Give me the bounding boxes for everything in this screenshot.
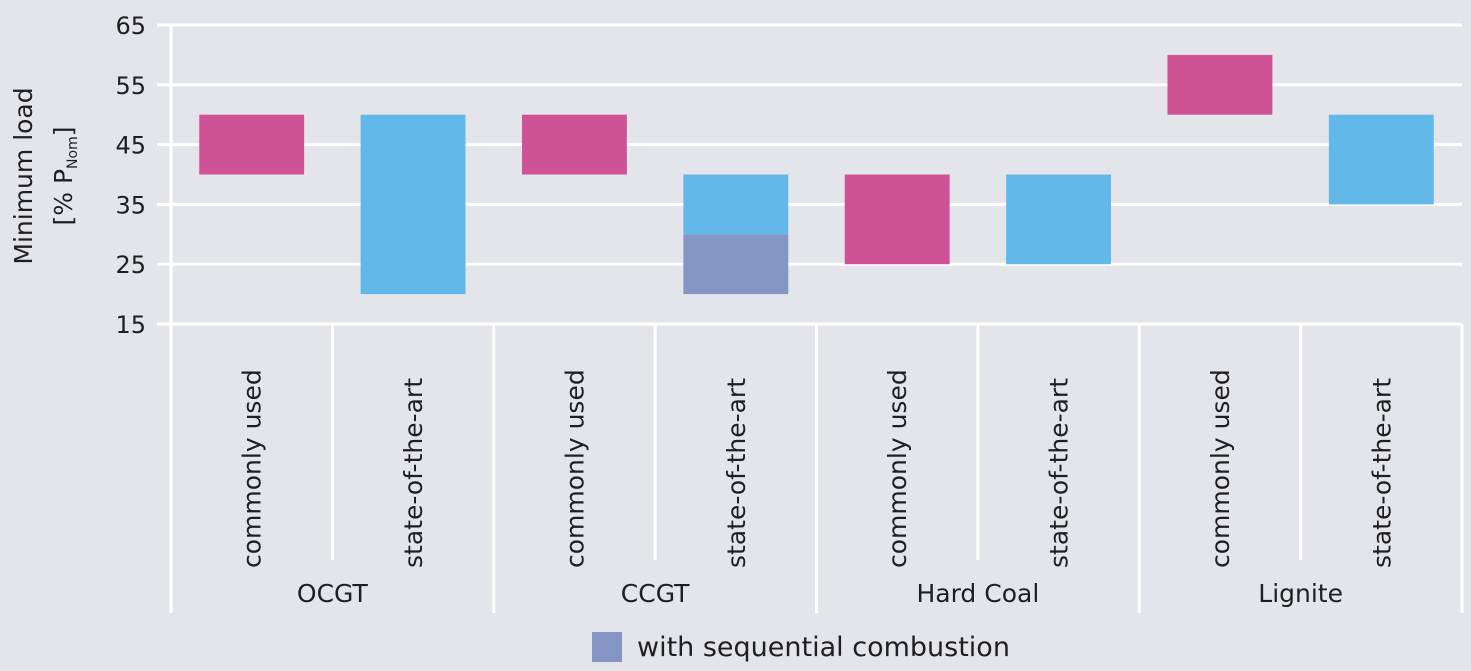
y-axis-ticks: 15 25 35 45 55 65 bbox=[115, 12, 146, 339]
group-label-hard-coal: Hard Coal bbox=[916, 579, 1039, 608]
category-label-hard-coal-commonly-used: commonly used bbox=[883, 369, 912, 568]
category-label-ccgt-state-of-the-art: state-of-the-art bbox=[722, 378, 751, 568]
bar-sequential-combustion-ccgt-state-of-the-art bbox=[683, 234, 789, 295]
legend-label: with sequential combustion bbox=[637, 632, 1010, 663]
y-axis-label-line1: Minimum load bbox=[9, 87, 38, 264]
y-tick-label-45: 45 bbox=[115, 132, 146, 160]
bar-ocgt-commonly-used bbox=[199, 114, 305, 175]
group-label-lignite: Lignite bbox=[1258, 579, 1343, 608]
bar-lignite-commonly-used bbox=[1167, 54, 1273, 115]
legend-swatch-sequential-combustion bbox=[592, 632, 622, 662]
x-axis-labels: commonly used state-of-the-art OCGT commonl… bbox=[238, 369, 1397, 608]
y-axis-label-subscript: Nom bbox=[65, 136, 81, 169]
category-label-lignite-state-of-the-art: state-of-the-art bbox=[1367, 378, 1396, 568]
y-axis-label-line2: [% PNom] bbox=[49, 127, 81, 226]
y-tick-label-25: 25 bbox=[115, 251, 146, 279]
bar-ccgt-state-of-the-art bbox=[683, 174, 789, 235]
category-label-ocgt-state-of-the-art: state-of-the-art bbox=[399, 378, 428, 568]
legend: with sequential combustion bbox=[592, 632, 1010, 663]
bar-hard-coal-commonly-used bbox=[844, 174, 950, 265]
y-axis-label-prefix: [% P bbox=[49, 169, 78, 226]
y-tick-label-35: 35 bbox=[115, 191, 146, 219]
group-label-ocgt: OCGT bbox=[297, 579, 369, 608]
category-label-ocgt-commonly-used: commonly used bbox=[238, 369, 267, 568]
bar-ocgt-state-of-the-art bbox=[360, 114, 466, 295]
group-label-ccgt: CCGT bbox=[621, 579, 690, 608]
category-label-hard-coal-state-of-the-art: state-of-the-art bbox=[1045, 378, 1074, 568]
category-label-lignite-commonly-used: commonly used bbox=[1206, 369, 1235, 568]
bars bbox=[199, 54, 1434, 295]
bar-ccgt-commonly-used bbox=[521, 114, 627, 175]
y-tick-label-55: 55 bbox=[115, 72, 146, 100]
y-axis-label-suffix: ] bbox=[49, 127, 78, 137]
category-label-ccgt-commonly-used: commonly used bbox=[560, 369, 589, 568]
bar-lignite-state-of-the-art bbox=[1328, 114, 1434, 205]
bar-hard-coal-state-of-the-art bbox=[1006, 174, 1112, 265]
axes bbox=[169, 25, 1464, 613]
y-tick-label-65: 65 bbox=[115, 12, 146, 40]
y-tick-label-15: 15 bbox=[115, 311, 146, 339]
